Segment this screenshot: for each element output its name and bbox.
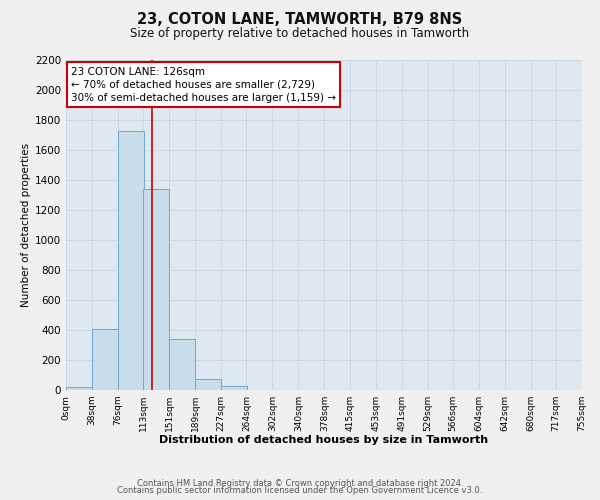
Bar [221, 386, 247, 390]
Text: Contains HM Land Registry data © Crown copyright and database right 2024.: Contains HM Land Registry data © Crown c… [137, 478, 463, 488]
Bar [143, 189, 169, 390]
Bar [66, 387, 92, 390]
Bar [195, 379, 221, 390]
Text: Contains public sector information licensed under the Open Government Licence v3: Contains public sector information licen… [118, 486, 482, 495]
Text: 23 COTON LANE: 126sqm
← 70% of detached houses are smaller (2,729)
30% of semi-d: 23 COTON LANE: 126sqm ← 70% of detached … [71, 66, 336, 103]
Bar [118, 130, 144, 390]
Text: Size of property relative to detached houses in Tamworth: Size of property relative to detached ho… [130, 28, 470, 40]
Text: 23, COTON LANE, TAMWORTH, B79 8NS: 23, COTON LANE, TAMWORTH, B79 8NS [137, 12, 463, 28]
Bar [169, 339, 195, 390]
X-axis label: Distribution of detached houses by size in Tamworth: Distribution of detached houses by size … [160, 436, 488, 446]
Bar [92, 328, 118, 390]
Y-axis label: Number of detached properties: Number of detached properties [21, 143, 31, 307]
